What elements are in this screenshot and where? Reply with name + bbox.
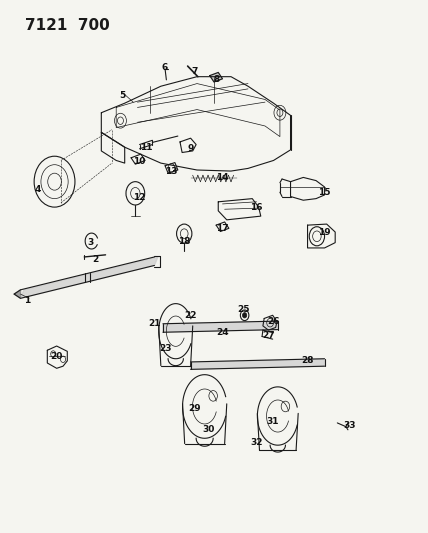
Text: 7: 7 [192, 67, 198, 76]
Text: 17: 17 [216, 224, 229, 233]
Polygon shape [210, 72, 223, 82]
Text: 24: 24 [216, 328, 229, 337]
Text: 25: 25 [238, 305, 250, 314]
Text: 7121  700: 7121 700 [25, 18, 110, 34]
Text: 2: 2 [92, 255, 98, 264]
Text: 33: 33 [344, 421, 357, 430]
Circle shape [243, 313, 247, 318]
Text: 6: 6 [162, 63, 168, 72]
Text: 10: 10 [134, 157, 146, 166]
Text: 18: 18 [178, 237, 190, 246]
Polygon shape [14, 290, 21, 298]
Text: 28: 28 [301, 357, 314, 366]
Text: 32: 32 [250, 438, 263, 447]
Text: 23: 23 [159, 344, 171, 353]
Text: 19: 19 [318, 228, 331, 237]
Text: 21: 21 [148, 319, 161, 328]
Text: 22: 22 [184, 311, 197, 320]
Text: 3: 3 [88, 238, 94, 247]
Text: 12: 12 [134, 193, 146, 202]
Text: 16: 16 [250, 203, 263, 212]
Text: 4: 4 [34, 185, 41, 194]
Text: 29: 29 [189, 404, 201, 413]
Polygon shape [21, 257, 158, 298]
Text: 8: 8 [213, 75, 219, 84]
Text: 14: 14 [216, 173, 229, 182]
Text: 20: 20 [51, 352, 63, 361]
Polygon shape [190, 359, 324, 369]
Text: 9: 9 [187, 144, 194, 153]
Text: 27: 27 [262, 331, 275, 340]
Text: 13: 13 [165, 166, 178, 175]
Text: 5: 5 [119, 91, 126, 100]
Text: 30: 30 [203, 425, 215, 434]
Polygon shape [163, 321, 278, 332]
Text: 11: 11 [140, 143, 152, 152]
Text: 26: 26 [267, 317, 280, 326]
Text: 31: 31 [267, 417, 279, 426]
Text: 15: 15 [318, 188, 331, 197]
Text: 1: 1 [24, 296, 30, 305]
